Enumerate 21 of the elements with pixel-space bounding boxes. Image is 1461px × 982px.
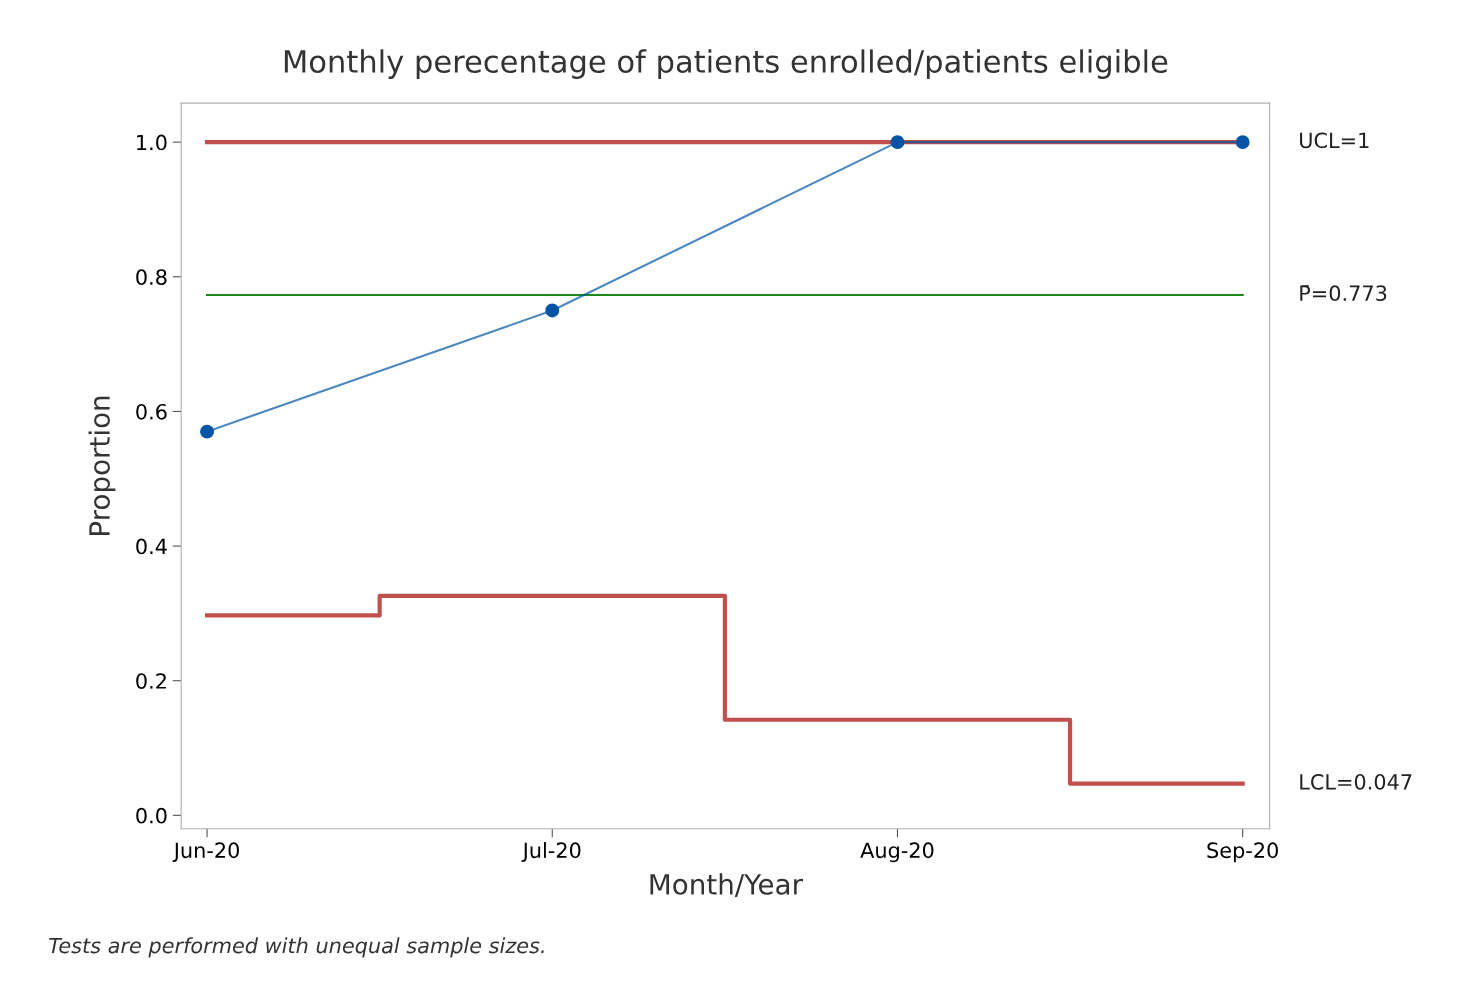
point bbox=[200, 424, 214, 439]
y-tick-label: 0.6 bbox=[136, 403, 167, 420]
point bbox=[1235, 135, 1250, 150]
ref-line-label: P̄=0.773 bbox=[1300, 285, 1387, 302]
text: Tests are performed with unequal sample sizes. bbox=[49, 937, 544, 958]
y-tick-label: 1.0 bbox=[137, 134, 167, 151]
text: LCL=0.047 bbox=[1300, 773, 1412, 790]
y-tick-label: 0.8 bbox=[136, 269, 167, 285]
x-axis-title: Month/Year bbox=[650, 873, 804, 897]
y-axis-title: Proportion bbox=[88, 396, 116, 535]
y-tick-label: 0.4 bbox=[136, 538, 167, 555]
x-tick-label: Jul-20 bbox=[521, 842, 581, 862]
y-tick-label: 0.2 bbox=[136, 673, 166, 689]
y-tick-label: 0.0 bbox=[136, 807, 167, 824]
chart-title: Monthly perecentage of patients enrolled/patients eligible bbox=[284, 49, 1168, 79]
text: UCL=1 bbox=[1300, 132, 1369, 149]
x-tick-label: Aug-20 bbox=[860, 842, 934, 863]
x-tick-label: Sep-20 bbox=[1207, 842, 1278, 863]
x-tick-label: Jun-20 bbox=[172, 842, 239, 862]
point bbox=[890, 135, 905, 150]
point bbox=[545, 303, 560, 318]
